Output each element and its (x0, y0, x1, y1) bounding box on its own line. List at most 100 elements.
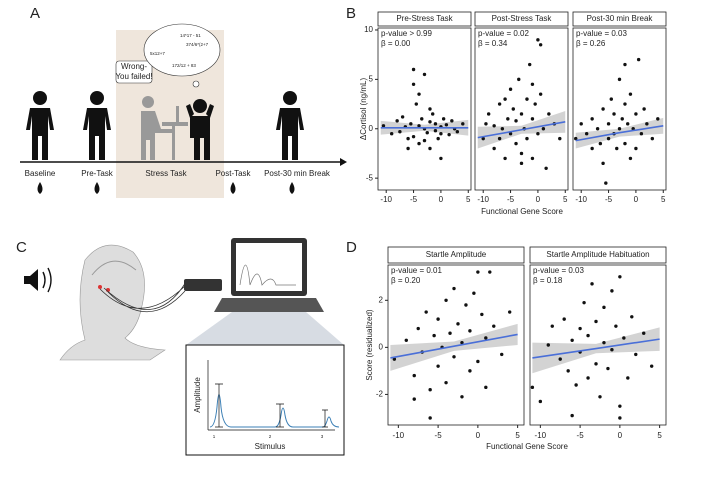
data-point (612, 112, 616, 116)
x-tick-label: -10 (380, 195, 392, 204)
x-tick-label: 5 (563, 195, 568, 204)
data-point (642, 331, 646, 335)
data-point (464, 303, 468, 307)
data-point (444, 298, 448, 302)
data-point (503, 156, 507, 161)
electrode (98, 285, 102, 289)
laptop-display (236, 243, 302, 291)
p-value: p-value = 0.03 (576, 29, 627, 38)
data-point (530, 156, 535, 161)
data-point (500, 352, 504, 357)
y-tick-label: 2 (379, 295, 384, 304)
y-axis-label: ΔCortisol (ng/mL) (359, 78, 368, 141)
y-tick-label: -5 (366, 173, 374, 182)
data-point (417, 92, 421, 96)
beta: β = 0.34 (478, 39, 508, 48)
x-tick-label: 0 (536, 195, 541, 204)
data-point (428, 388, 432, 392)
data-point (417, 124, 421, 128)
inset-box (185, 344, 345, 456)
data-point (439, 156, 443, 161)
thought-text: 172/12 + 83 (172, 63, 196, 68)
data-point (570, 338, 574, 342)
speech-text: Wrong- (121, 62, 147, 71)
data-point (400, 115, 405, 119)
data-point (538, 43, 543, 47)
data-point (582, 300, 586, 305)
data-point (514, 141, 518, 146)
data-point (476, 359, 480, 364)
thought-text: 5x12+7 (150, 51, 165, 56)
p-value: p-value = 0.02 (478, 29, 529, 38)
data-point (484, 385, 488, 390)
facet-panel (377, 27, 472, 191)
data-point (528, 62, 532, 67)
data-point (511, 107, 515, 111)
data-point (538, 92, 543, 96)
data-point (590, 117, 594, 121)
data-point (468, 329, 472, 333)
data-point (606, 136, 611, 141)
data-point (508, 131, 513, 136)
data-point (389, 131, 394, 136)
beta: β = 0.20 (391, 276, 421, 285)
x-tick-label: 0 (634, 195, 639, 204)
thought-text: 374/6*(2+7 (186, 42, 209, 47)
inset-tick: 1 (213, 434, 216, 439)
panel-label: A (30, 5, 40, 22)
data-point (623, 141, 627, 146)
data-point (574, 383, 578, 387)
data-point (574, 136, 578, 141)
x-tick-label: 5 (661, 195, 666, 204)
thought-text: 14*17 - 51 (180, 33, 201, 38)
p-value: p-value = 0.01 (391, 266, 442, 275)
data-point (602, 305, 606, 310)
data-point (601, 161, 605, 166)
facet-strip (529, 246, 667, 264)
face (59, 244, 166, 361)
data-point (626, 122, 630, 126)
data-point (615, 146, 619, 151)
data-point (428, 146, 432, 151)
data-point (412, 373, 416, 378)
data-point (506, 117, 510, 121)
x-tick-label: 0 (439, 195, 444, 204)
panel-c: 1 2 3 Stimulus Amplitude (24, 238, 345, 456)
data-point (497, 102, 502, 106)
data-point (492, 124, 496, 128)
data-point (444, 123, 449, 127)
x-tick-label: 5 (657, 431, 662, 440)
x-tick-label: -5 (577, 431, 585, 440)
data-point (530, 82, 535, 87)
inset-tick: 2 (269, 434, 272, 439)
data-point (414, 102, 418, 106)
data-point (428, 120, 432, 124)
data-point (412, 397, 416, 401)
data-point (433, 122, 438, 126)
data-point (610, 289, 614, 293)
data-point (650, 136, 655, 141)
data-point (623, 102, 627, 106)
person (276, 91, 304, 160)
data-point (456, 322, 460, 326)
facet-strip (474, 11, 569, 27)
zoom-wedge (186, 312, 344, 345)
speech-text: You failed! (115, 72, 152, 81)
amplifier (184, 279, 222, 291)
data-point (626, 376, 630, 380)
data-point (444, 380, 448, 385)
panel-label: B (346, 5, 356, 22)
data-point (536, 38, 540, 42)
data-point (609, 97, 613, 101)
data-point (517, 77, 521, 82)
blood-drops (37, 182, 295, 194)
p-value: p-value = 0.03 (533, 266, 584, 275)
data-point (649, 364, 654, 368)
x-tick-label: -5 (605, 195, 613, 204)
arrow-head (340, 158, 347, 166)
timeline-label: Baseline (25, 169, 56, 178)
data-point (416, 326, 420, 331)
data-point (566, 369, 570, 373)
data-point (634, 146, 638, 151)
data-point (533, 102, 537, 106)
